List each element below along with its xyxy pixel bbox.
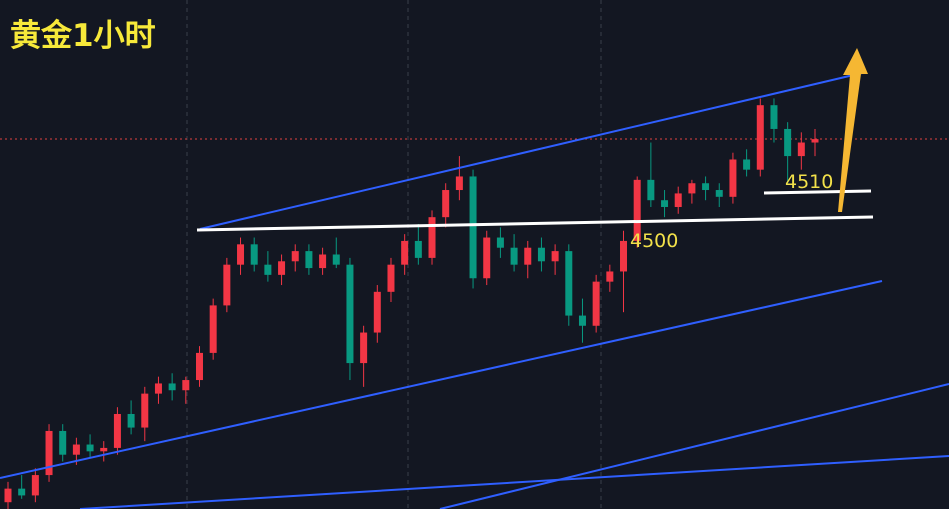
candle-body [784, 128, 792, 157]
candle-body [647, 179, 655, 201]
candle-body [510, 247, 518, 265]
candle-body [401, 240, 409, 265]
candle-body [414, 240, 422, 258]
candle-body [31, 475, 39, 496]
candle-body [182, 380, 190, 391]
candle-body [729, 159, 737, 197]
candle-body [250, 244, 258, 265]
candle-body [620, 240, 628, 272]
candle-body [715, 190, 723, 197]
trend-line [0, 280, 883, 479]
candle-body [524, 247, 532, 265]
candle-body [674, 193, 682, 207]
candle-body [86, 444, 94, 452]
candle-body [264, 264, 272, 275]
candle-body [113, 413, 121, 448]
arrow [838, 48, 868, 212]
candle-body [455, 176, 463, 191]
candle-body [661, 200, 669, 207]
candle-body [168, 383, 176, 391]
candle-body [195, 352, 203, 381]
candle-body [100, 447, 108, 452]
candles [4, 98, 819, 509]
drawings [0, 48, 949, 509]
candle-body [469, 176, 477, 279]
annotation: 4510 [785, 171, 833, 193]
candle-body [59, 430, 67, 455]
candle-body [278, 261, 286, 275]
candle-body [387, 264, 395, 292]
candle-body [291, 251, 299, 262]
candle-body [743, 159, 751, 170]
candle-body [319, 254, 327, 269]
candle-body [141, 393, 149, 428]
candle-body [442, 190, 450, 218]
trend-line [199, 72, 863, 230]
candle-body [346, 264, 354, 364]
candle-body [797, 142, 805, 157]
candle-body [606, 271, 614, 282]
candle-body [360, 332, 368, 364]
candle-body [45, 430, 53, 476]
candle-body [770, 105, 778, 129]
trend-line [439, 383, 949, 509]
candle-body [688, 183, 696, 194]
candle-body [154, 383, 162, 394]
candle-body [756, 105, 764, 170]
candle-body [18, 488, 26, 496]
candle-body [127, 413, 135, 428]
candle-body [565, 251, 573, 316]
support-line [196, 215, 874, 232]
candle-body [702, 183, 710, 191]
candle-body [332, 254, 340, 265]
candle-body [237, 244, 245, 265]
candle-body [633, 179, 641, 241]
candle-body [537, 247, 545, 262]
candle-body [373, 291, 381, 333]
trend-line [79, 455, 949, 509]
candle-body [4, 488, 12, 503]
candle-body [483, 237, 491, 279]
candle-body [811, 139, 819, 143]
chart-title: 黄金1小时 [10, 18, 156, 54]
candle-body [209, 305, 217, 353]
candle-body [592, 281, 600, 326]
support-line [763, 189, 872, 195]
candle-body [305, 251, 313, 269]
candle-body [496, 237, 504, 248]
annotation: 4500 [630, 230, 678, 252]
candle-body [428, 217, 436, 258]
candle-body [551, 251, 559, 262]
candle-body [578, 315, 586, 326]
candle-body [72, 444, 80, 455]
candle-body [223, 264, 231, 306]
